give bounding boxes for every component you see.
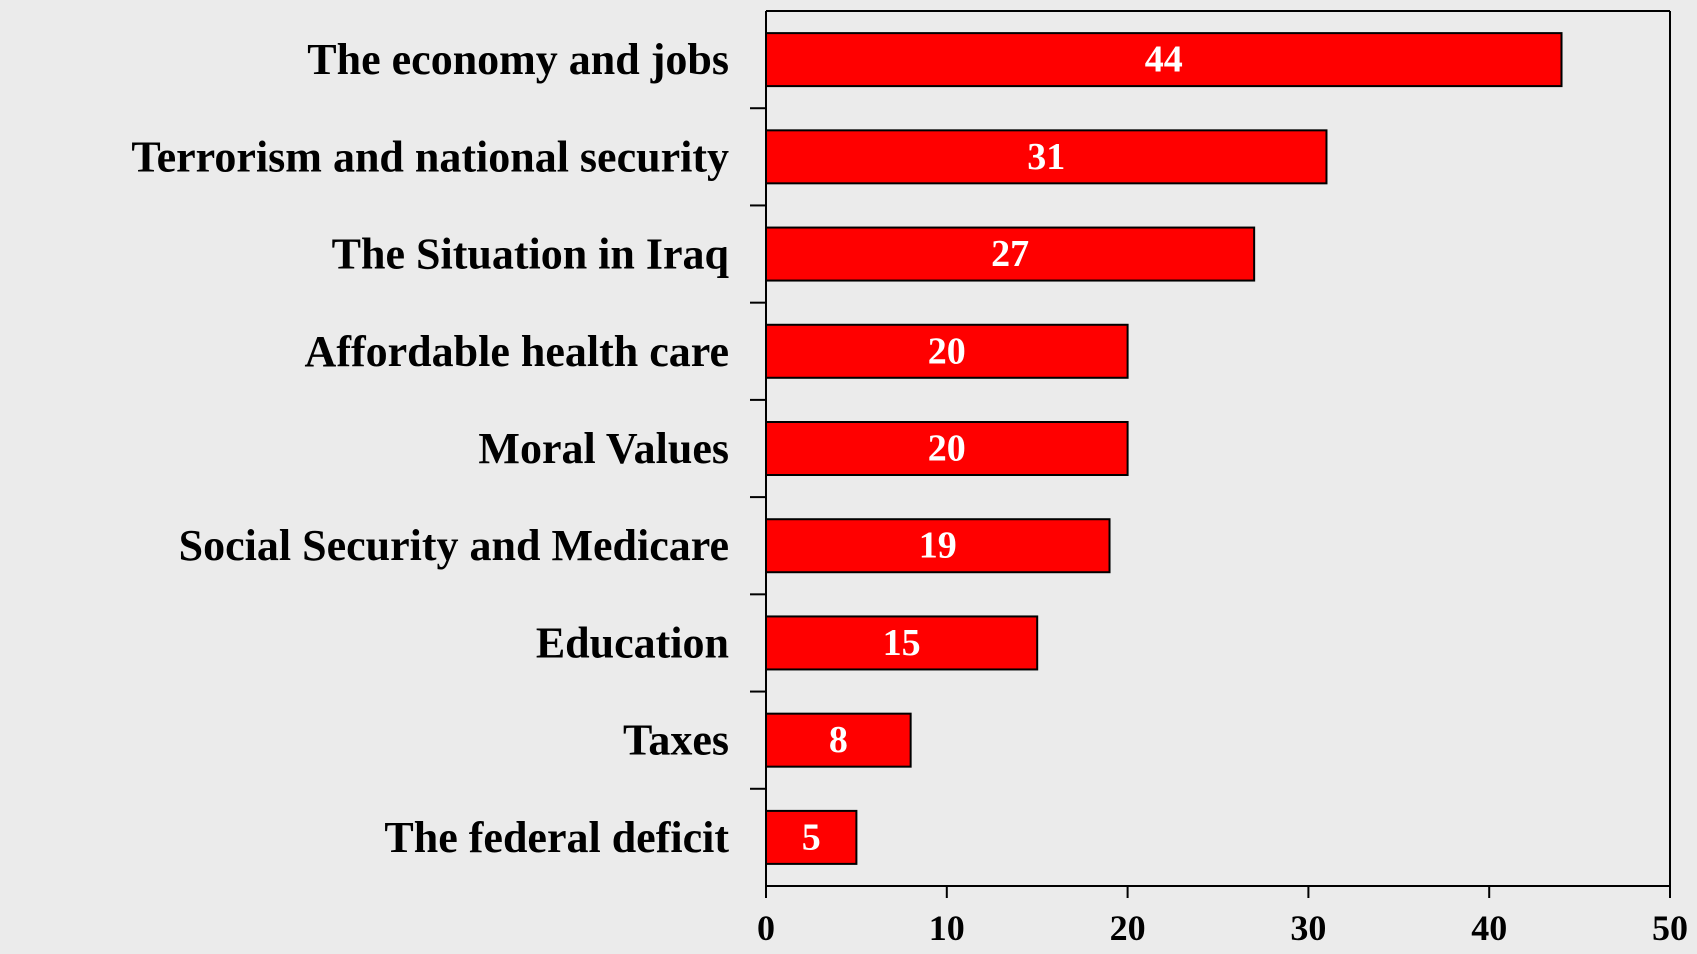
bar-value-label: 19	[919, 525, 957, 567]
bar	[765, 615, 1039, 671]
bar	[765, 129, 1328, 185]
category-label: Moral Values	[478, 424, 729, 473]
bar-value-label: 31	[1027, 136, 1065, 178]
category-label: Taxes	[623, 716, 729, 765]
bar-value-label: 44	[1145, 39, 1183, 81]
bar	[765, 421, 1129, 476]
value-labels-group: 44 31 27 20 20 19 15 8 5	[802, 39, 1183, 859]
category-label: Terrorism and national security	[131, 132, 729, 181]
category-label: Social Security and Medicare	[179, 521, 729, 570]
bar	[765, 226, 1256, 282]
x-ticks-group: 0 10 20 30 40 50	[757, 886, 1688, 948]
x-tick-label: 50	[1652, 908, 1688, 948]
bar-value-label: 15	[883, 622, 921, 664]
x-tick-label: 40	[1471, 908, 1507, 948]
bar-value-label: 5	[802, 816, 821, 858]
x-tick-label: 10	[929, 908, 965, 948]
category-labels-group: The economy and jobs Terrorism and nation…	[131, 35, 729, 862]
category-label: Affordable health care	[305, 327, 729, 376]
bar	[765, 32, 1563, 88]
bar-value-label: 20	[928, 428, 966, 470]
bar-value-label: 20	[928, 330, 966, 372]
bars-group	[765, 32, 1563, 865]
category-label: The economy and jobs	[307, 35, 729, 84]
x-tick-label: 20	[1110, 908, 1146, 948]
bar	[765, 323, 1129, 379]
bar-value-label: 27	[991, 233, 1029, 275]
axes-group	[750, 10, 1671, 887]
bar-value-label: 8	[829, 719, 848, 761]
bar	[765, 518, 1111, 574]
category-label: Education	[536, 618, 729, 667]
x-tick-label: 30	[1290, 908, 1326, 948]
x-tick-label: 0	[757, 908, 775, 948]
category-label: The federal deficit	[384, 813, 729, 862]
category-label: The Situation in Iraq	[332, 230, 730, 279]
